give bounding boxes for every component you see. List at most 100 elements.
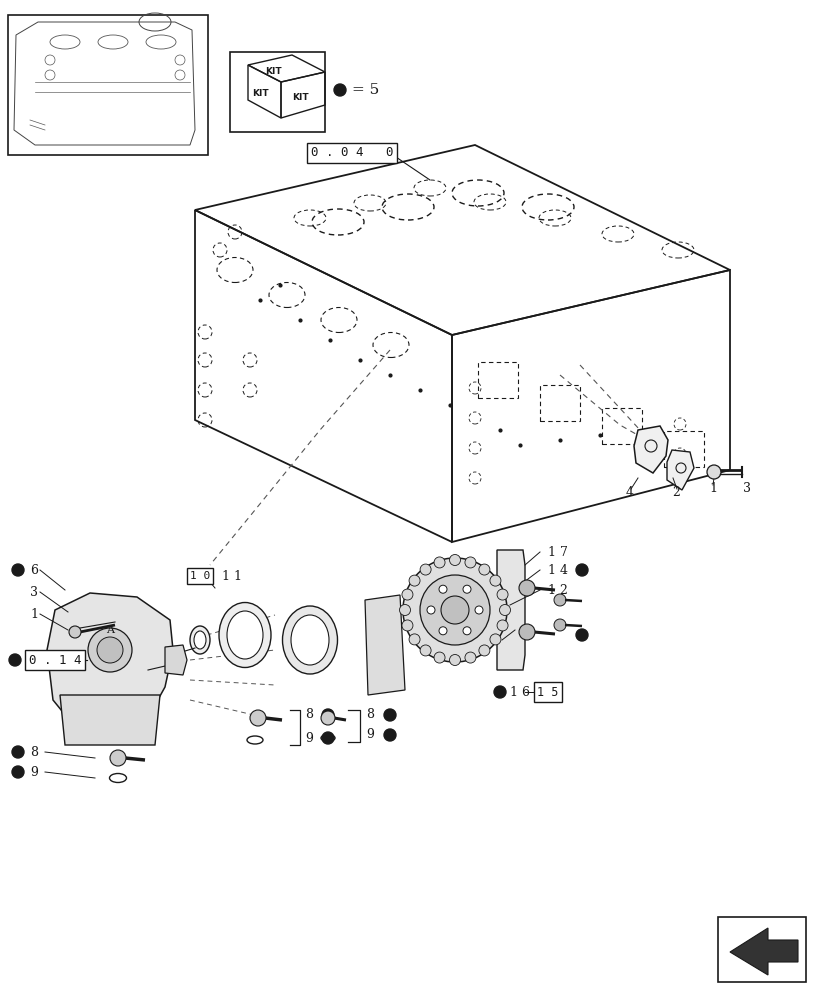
Circle shape <box>554 619 566 631</box>
Text: 9: 9 <box>305 732 313 744</box>
Circle shape <box>409 575 420 586</box>
Text: KIT: KIT <box>251 89 269 98</box>
Circle shape <box>463 585 471 593</box>
Text: 8: 8 <box>305 708 313 722</box>
Text: 1 5: 1 5 <box>537 686 559 698</box>
Circle shape <box>479 564 490 575</box>
Circle shape <box>434 652 445 663</box>
Circle shape <box>88 628 132 672</box>
Circle shape <box>494 686 506 698</box>
Circle shape <box>434 557 445 568</box>
Circle shape <box>707 465 721 479</box>
Circle shape <box>110 750 126 766</box>
Polygon shape <box>497 550 525 670</box>
Circle shape <box>499 604 511 615</box>
Bar <box>478 362 518 398</box>
Circle shape <box>321 711 335 725</box>
Text: 4: 4 <box>626 487 634 499</box>
Bar <box>540 385 580 421</box>
Circle shape <box>402 620 413 631</box>
Circle shape <box>384 709 396 721</box>
Circle shape <box>400 604 410 615</box>
Text: 1: 1 <box>709 482 717 494</box>
Text: 7: 7 <box>520 626 528 639</box>
Text: 1 6: 1 6 <box>510 686 530 698</box>
Polygon shape <box>634 426 668 473</box>
Circle shape <box>465 652 476 663</box>
Circle shape <box>554 594 566 606</box>
Text: A: A <box>106 625 114 635</box>
Text: KIT: KIT <box>265 66 281 76</box>
Text: 1 7: 1 7 <box>548 546 568 558</box>
Text: 0 . 1 4: 0 . 1 4 <box>29 654 82 666</box>
Circle shape <box>463 627 471 635</box>
Circle shape <box>497 620 508 631</box>
Ellipse shape <box>291 615 329 665</box>
Circle shape <box>479 645 490 656</box>
Text: 8: 8 <box>366 708 374 722</box>
Text: 3: 3 <box>30 585 38 598</box>
Circle shape <box>420 645 431 656</box>
Circle shape <box>12 564 24 576</box>
Circle shape <box>450 554 461 566</box>
Text: 3: 3 <box>743 482 751 494</box>
Polygon shape <box>667 450 694 490</box>
Circle shape <box>12 746 24 758</box>
Polygon shape <box>365 595 405 695</box>
Circle shape <box>69 626 81 638</box>
Polygon shape <box>165 645 187 675</box>
Circle shape <box>384 729 396 741</box>
Circle shape <box>490 575 501 586</box>
Circle shape <box>402 589 413 600</box>
Circle shape <box>97 637 123 663</box>
Circle shape <box>409 634 420 645</box>
Text: 1 1: 1 1 <box>218 570 242 582</box>
Circle shape <box>439 627 447 635</box>
Ellipse shape <box>194 631 206 649</box>
Bar <box>602 408 642 444</box>
Circle shape <box>12 766 24 778</box>
Circle shape <box>475 606 483 614</box>
Circle shape <box>490 634 501 645</box>
Ellipse shape <box>283 606 338 674</box>
Text: KIT: KIT <box>292 94 308 103</box>
Circle shape <box>497 589 508 600</box>
Text: 6: 6 <box>30 564 38 576</box>
Circle shape <box>9 654 21 666</box>
Text: 2: 2 <box>672 486 680 498</box>
Text: 1: 1 <box>30 607 38 620</box>
Bar <box>664 431 704 467</box>
Text: 9: 9 <box>30 766 38 778</box>
Text: = 5: = 5 <box>352 83 379 97</box>
Circle shape <box>465 557 476 568</box>
Text: 8: 8 <box>30 746 38 758</box>
Text: 0 . 0 4   0: 0 . 0 4 0 <box>311 146 393 159</box>
Circle shape <box>334 84 346 96</box>
Circle shape <box>441 596 469 624</box>
Circle shape <box>427 606 435 614</box>
Circle shape <box>519 580 535 596</box>
Circle shape <box>519 624 535 640</box>
Circle shape <box>450 654 461 666</box>
Text: 1 0: 1 0 <box>190 571 210 581</box>
Circle shape <box>420 575 490 645</box>
Circle shape <box>420 564 431 575</box>
Text: 9: 9 <box>366 728 374 742</box>
Text: 1 2: 1 2 <box>548 584 568 596</box>
Ellipse shape <box>190 626 210 654</box>
Circle shape <box>322 732 334 744</box>
Bar <box>230 52 325 132</box>
Polygon shape <box>47 593 173 733</box>
Bar <box>718 917 806 982</box>
Ellipse shape <box>227 611 263 659</box>
Circle shape <box>576 564 588 576</box>
Circle shape <box>250 710 266 726</box>
Polygon shape <box>730 928 798 975</box>
Circle shape <box>403 558 507 662</box>
Polygon shape <box>60 695 160 745</box>
Bar <box>8 15 208 155</box>
Ellipse shape <box>219 602 271 668</box>
Circle shape <box>322 709 334 721</box>
Text: 1 4: 1 4 <box>548 564 568 576</box>
Circle shape <box>576 629 588 641</box>
